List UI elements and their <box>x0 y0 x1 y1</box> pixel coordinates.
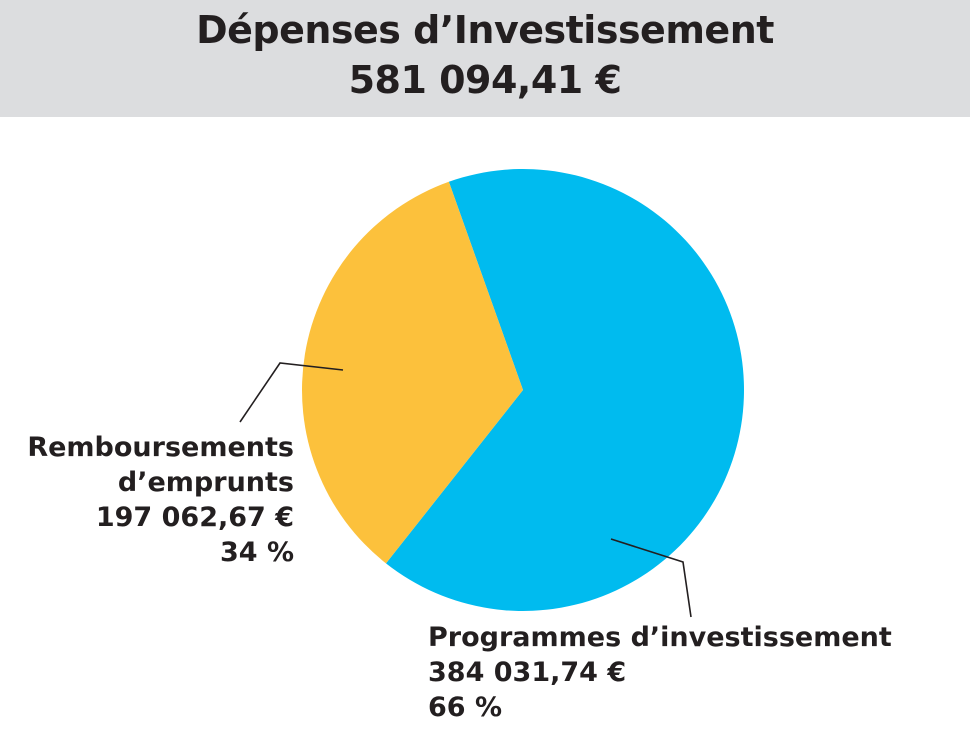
leader-line-programmes <box>610 538 692 618</box>
label-programmes-percent: 66 % <box>428 692 503 723</box>
chart-title: Dépenses d’Investissement <box>196 8 774 52</box>
label-programmes-value: 384 031,74 € <box>428 657 627 688</box>
pie-slice-remboursements <box>301 181 523 564</box>
pie-slice-programmes <box>385 168 744 612</box>
label-programmes-name: Programmes d’investissement <box>428 622 892 653</box>
chart-total: 581 094,41 € <box>348 58 622 102</box>
label-programmes: Programmes d’investissement 384 031,74 €… <box>428 620 892 725</box>
label-remboursements-percent: 34 % <box>219 537 294 568</box>
label-remboursements: Remboursements d’emprunts 197 062,67 € 3… <box>27 430 294 570</box>
label-remboursements-value: 197 062,67 € <box>95 502 294 533</box>
label-remboursements-name-line2: d’emprunts <box>117 467 294 498</box>
chart-header: Dépenses d’Investissement 581 094,41 € <box>0 0 970 117</box>
leader-line-remboursements <box>239 362 344 423</box>
label-remboursements-name-line1: Remboursements <box>27 432 294 463</box>
